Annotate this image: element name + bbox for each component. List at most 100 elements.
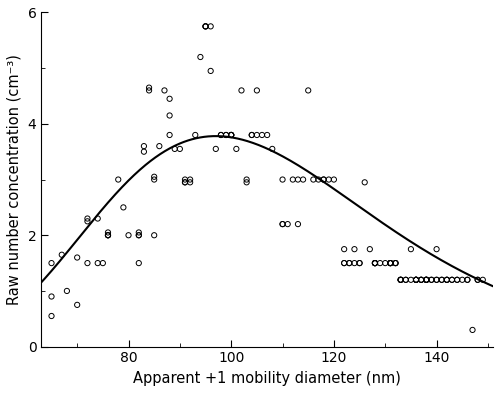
Point — [474, 277, 482, 283]
Point — [392, 260, 400, 266]
Point — [392, 260, 400, 266]
Point — [422, 277, 430, 283]
Point — [135, 232, 143, 239]
Point — [464, 277, 471, 283]
Point — [402, 277, 410, 283]
Point — [181, 176, 189, 183]
Point — [432, 246, 440, 252]
Point — [150, 176, 158, 183]
Point — [202, 23, 209, 29]
Point — [474, 277, 482, 283]
Point — [432, 277, 440, 283]
Point — [63, 288, 71, 294]
Point — [443, 277, 451, 283]
Point — [186, 179, 194, 185]
Point — [320, 176, 328, 183]
Point — [289, 176, 297, 183]
Point — [156, 143, 164, 149]
Point — [330, 176, 338, 183]
Point — [58, 252, 66, 258]
Point — [396, 277, 404, 283]
Point — [392, 260, 400, 266]
Point — [417, 277, 425, 283]
Point — [371, 260, 379, 266]
Point — [227, 132, 235, 138]
Point — [340, 246, 348, 252]
Point — [196, 54, 204, 60]
Point — [340, 260, 348, 266]
Point — [268, 146, 276, 152]
Point — [227, 132, 235, 138]
Point — [104, 232, 112, 239]
Point — [438, 277, 446, 283]
Point — [371, 260, 379, 266]
Point — [145, 84, 153, 91]
Point — [407, 277, 415, 283]
Point — [432, 277, 440, 283]
Point — [114, 176, 122, 183]
Point — [371, 260, 379, 266]
Point — [453, 277, 461, 283]
Point — [186, 176, 194, 183]
Point — [206, 23, 214, 29]
Point — [217, 132, 225, 138]
Point — [120, 204, 128, 211]
Point — [84, 218, 92, 224]
Point — [381, 260, 389, 266]
Point — [258, 132, 266, 138]
Point — [407, 246, 415, 252]
Point — [140, 143, 148, 149]
Point — [386, 260, 394, 266]
Point — [253, 132, 261, 138]
Point — [396, 277, 404, 283]
Point — [464, 277, 471, 283]
Point — [124, 232, 132, 239]
Point — [94, 260, 102, 266]
Point — [238, 87, 246, 94]
Point — [366, 246, 374, 252]
Point — [192, 132, 200, 138]
Point — [104, 232, 112, 239]
Point — [227, 132, 235, 138]
Point — [422, 277, 430, 283]
Point — [386, 260, 394, 266]
Point — [402, 277, 410, 283]
Point — [346, 260, 354, 266]
Point — [346, 260, 354, 266]
Point — [248, 132, 256, 138]
Point — [248, 132, 256, 138]
Point — [84, 260, 92, 266]
Point — [417, 277, 425, 283]
Point — [371, 260, 379, 266]
Point — [386, 260, 394, 266]
Point — [350, 260, 358, 266]
Point — [356, 260, 364, 266]
Point — [376, 260, 384, 266]
Point — [263, 132, 271, 138]
Y-axis label: Raw number concentration (cm⁻³): Raw number concentration (cm⁻³) — [7, 54, 22, 305]
Point — [412, 277, 420, 283]
Point — [104, 229, 112, 235]
Point — [468, 327, 476, 333]
Point — [340, 260, 348, 266]
Point — [166, 132, 173, 138]
Point — [438, 277, 446, 283]
Point — [181, 179, 189, 185]
Point — [48, 260, 56, 266]
Point — [202, 23, 209, 29]
Point — [412, 277, 420, 283]
Point — [412, 277, 420, 283]
Point — [320, 176, 328, 183]
Point — [48, 293, 56, 299]
Point — [222, 132, 230, 138]
Point — [104, 232, 112, 239]
Point — [396, 277, 404, 283]
Point — [232, 146, 240, 152]
Point — [150, 232, 158, 239]
Point — [350, 246, 358, 252]
Point — [278, 221, 286, 227]
Point — [304, 87, 312, 94]
Point — [417, 277, 425, 283]
Point — [371, 260, 379, 266]
Point — [396, 277, 404, 283]
